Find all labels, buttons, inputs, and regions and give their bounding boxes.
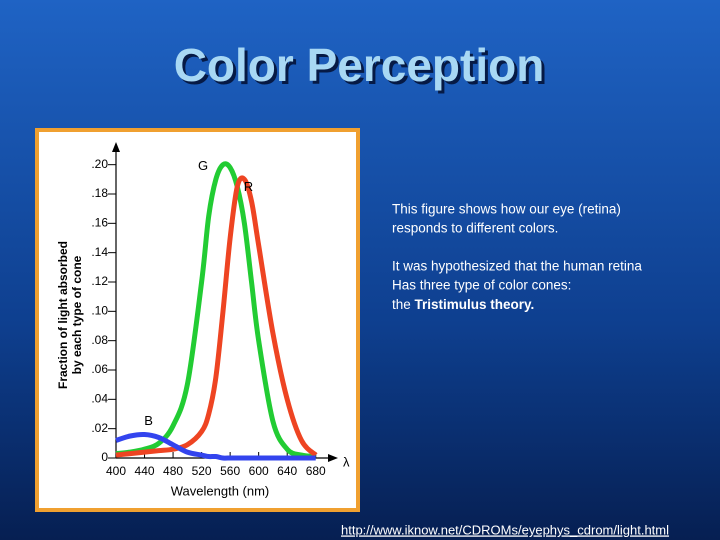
y-tick-label: 0 [101, 450, 108, 464]
x-tick-label: 400 [106, 464, 126, 478]
x-axis-symbol: λ [343, 454, 350, 469]
series-label: R [244, 179, 253, 194]
y-tick-label: .02 [91, 421, 108, 435]
y-axis-title-line: by each type of cone [70, 255, 84, 374]
y-tick-label: .12 [91, 274, 108, 288]
x-tick-label: 560 [220, 464, 240, 478]
x-axis-title: Wavelength (nm) [171, 483, 270, 498]
y-tick-label: .06 [91, 362, 108, 376]
paragraph-line: responds to different colors. [392, 221, 558, 236]
link[interactable]: http://www.iknow.net/CDROMs/eyephys_cdro… [341, 522, 669, 537]
x-tick-label: 480 [163, 464, 183, 478]
series-line [115, 161, 316, 460]
series-label: G [198, 158, 208, 173]
series-line [115, 175, 318, 458]
x-tick-label: 600 [249, 464, 269, 478]
x-tick-label: 640 [277, 464, 297, 478]
text: the [392, 297, 415, 312]
paragraph-line: the Tristimulus theory. [392, 297, 534, 312]
y-tick-label: .16 [91, 216, 108, 230]
y-axis-title-line: Fraction of light absorbed [56, 241, 70, 389]
y-tick-label: .08 [91, 333, 108, 347]
title-shadow: Color Perception [177, 42, 548, 94]
y-tick-label: .20 [91, 157, 108, 171]
y-axis-title: Fraction of light absorbed by each type … [56, 241, 84, 389]
x-tick-label: 520 [192, 464, 212, 478]
paragraph-line: It was hypothesized that the human retin… [392, 259, 642, 274]
series-label: B [144, 413, 153, 428]
emphasis: Tristimulus theory. [415, 297, 535, 312]
paragraph-line: This figure shows how our eye (retina) [392, 202, 621, 217]
chart: λ Wavelength (nm) Fraction of light abso… [56, 142, 350, 498]
y-tick-label: .04 [91, 392, 108, 406]
series-line [115, 431, 316, 461]
y-tick-label: .14 [91, 245, 108, 259]
y-axis-arrow [112, 142, 120, 152]
y-tick-label: .18 [91, 186, 108, 200]
x-tick-label: 680 [306, 464, 326, 478]
paragraph-line: Has three type of color cones: [392, 278, 571, 293]
x-tick-label: 440 [135, 464, 155, 478]
y-tick-label: .10 [91, 304, 108, 318]
x-axis-arrow [328, 454, 338, 462]
slide-title: Color Perception [174, 39, 545, 91]
